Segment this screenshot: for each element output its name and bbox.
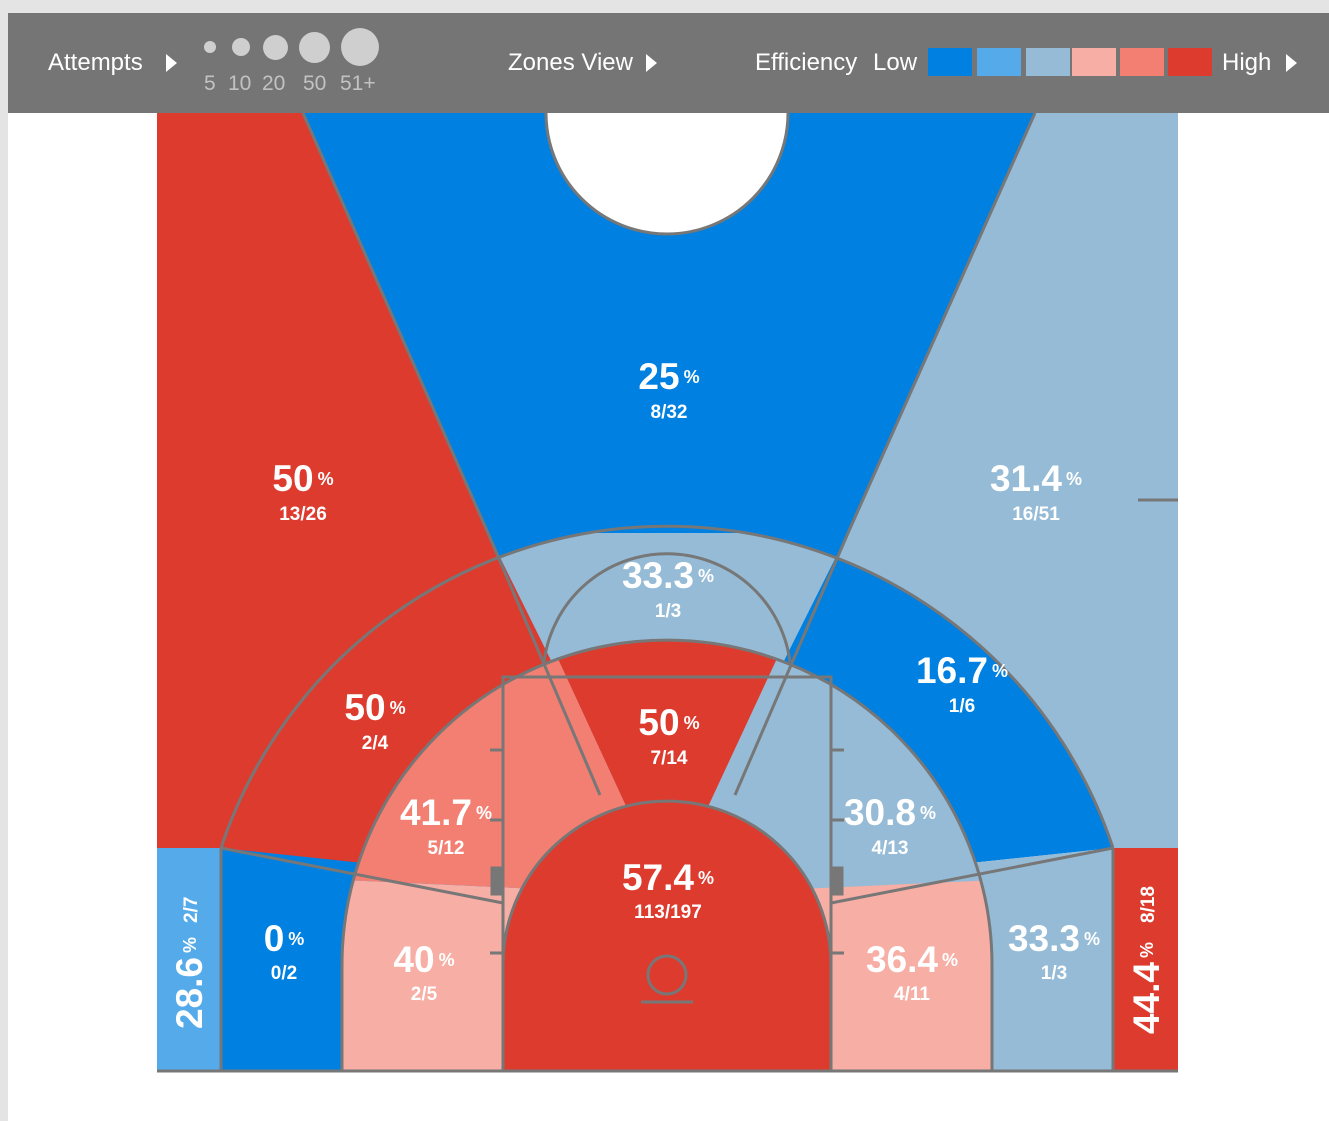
center-court-circle [544, 112, 790, 236]
zone-corner-left[interactable] [157, 848, 221, 1071]
zones-view-label[interactable]: Zones View [508, 49, 633, 76]
label-corner-right-frac: 8/18 [1138, 886, 1159, 923]
label-corner-left-pct: 28.6% [169, 937, 210, 1029]
efficiency-swatch-3 [1026, 48, 1070, 76]
zone-divider-left-upper [486, 532, 602, 796]
attempts-dot-5-icon [204, 41, 216, 53]
zone-corner-right[interactable] [1113, 848, 1178, 1071]
divider-right-top [846, 112, 1037, 534]
zone-labels: 50% 13/26 25% 8/32 31.4% 16/51 33.3% 1/3… [169, 356, 1167, 1034]
label-short-mid-right-baseline-pct: 36.4% [866, 939, 958, 980]
label-long-mid-left-wing-frac: 2/4 [362, 733, 389, 754]
label-corner-left-frac: 2/7 [181, 897, 202, 923]
attempts-dot-20-icon [263, 35, 288, 60]
label-long-mid-center-pct: 33.3% [622, 555, 714, 596]
label-long-mid-right-baseline-frac: 1/3 [1041, 963, 1067, 984]
efficiency-arrow-icon[interactable] [1286, 54, 1297, 72]
zone-divider-right-baseline [830, 846, 1114, 905]
label-short-mid-center-pct: 50% [638, 702, 699, 743]
attempts-dot-51plus-icon [341, 28, 379, 66]
label-above-break-center-pct: 25% [638, 356, 699, 397]
label-restricted-area-frac: 113/197 [634, 902, 702, 923]
attempts-dot-50-icon [299, 32, 330, 63]
attempts-scale-51plus: 51+ [340, 72, 376, 95]
attempts-toggle-arrow-icon[interactable] [166, 54, 177, 72]
efficiency-swatch-2 [977, 48, 1021, 76]
label-short-mid-left-wing-frac: 5/12 [428, 838, 465, 859]
mid-range-arc [340, 638, 994, 1071]
top-border [0, 0, 1329, 13]
label-long-mid-left-baseline-pct: 0% [264, 918, 305, 959]
efficiency-swatch-1 [928, 48, 972, 76]
attempts-scale-10: 10 [228, 72, 252, 95]
label-above-break-right-pct: 31.4% [990, 458, 1082, 499]
zone-divider-right-upper [733, 532, 850, 796]
restricted-area-arc [501, 799, 833, 966]
label-above-break-left-frac: 13/26 [279, 504, 327, 525]
label-short-mid-left-wing-pct: 41.7% [400, 792, 492, 833]
zone-divider-left-baseline [220, 846, 504, 905]
label-short-mid-left-baseline-frac: 2/5 [411, 984, 438, 1005]
attempts-scale-20: 20 [262, 72, 286, 95]
label-long-mid-left-wing-pct: 50% [344, 687, 405, 728]
efficiency-swatch-6 [1168, 48, 1212, 76]
label-long-mid-left-baseline-frac: 0/2 [271, 963, 297, 984]
attempts-dot-10-icon [232, 38, 250, 56]
label-above-break-left-pct: 50% [272, 458, 333, 499]
label-short-mid-right-baseline-frac: 4/11 [894, 984, 930, 1005]
attempts-scale-50: 50 [303, 72, 327, 95]
zone-restricted-area[interactable] [503, 801, 831, 1071]
attempts-label[interactable]: Attempts [48, 49, 143, 76]
label-long-mid-right-baseline-pct: 33.3% [1008, 918, 1100, 959]
left-border [0, 0, 8, 1121]
efficiency-low-label: Low [873, 49, 918, 76]
basket-rim [646, 954, 688, 996]
label-above-break-center-frac: 8/32 [651, 402, 688, 423]
efficiency-high-label: High [1222, 49, 1272, 76]
label-short-mid-center-frac: 7/14 [651, 748, 688, 769]
court-lines [157, 112, 1178, 1073]
label-short-mid-right-wing-pct: 30.8% [844, 792, 936, 833]
label-short-mid-left-baseline-pct: 40% [393, 939, 454, 980]
zones-view-arrow-icon[interactable] [646, 54, 657, 72]
label-short-mid-right-wing-frac: 4/13 [872, 838, 909, 859]
shot-chart-toolbar: Attempts 5 10 20 50 51+ Zones View Effic… [8, 13, 1329, 113]
label-long-mid-center-frac: 1/3 [655, 601, 681, 622]
label-long-mid-right-wing-frac: 1/6 [949, 696, 975, 717]
divider-left-top [301, 112, 490, 534]
efficiency-label: Efficiency [755, 49, 858, 76]
label-restricted-area-pct: 57.4% [622, 857, 714, 898]
label-above-break-right-frac: 16/51 [1012, 504, 1060, 525]
label-corner-right-pct: 44.4% [1126, 942, 1167, 1034]
efficiency-swatch-4 [1072, 48, 1116, 76]
attempts-scale-5: 5 [204, 72, 216, 95]
label-long-mid-right-wing-pct: 16.7% [916, 650, 1008, 691]
efficiency-swatch-5 [1120, 48, 1164, 76]
zone-short-mid-center[interactable] [540, 620, 795, 895]
three-point-arc [219, 524, 1115, 849]
free-throw-circle-top [542, 552, 792, 663]
